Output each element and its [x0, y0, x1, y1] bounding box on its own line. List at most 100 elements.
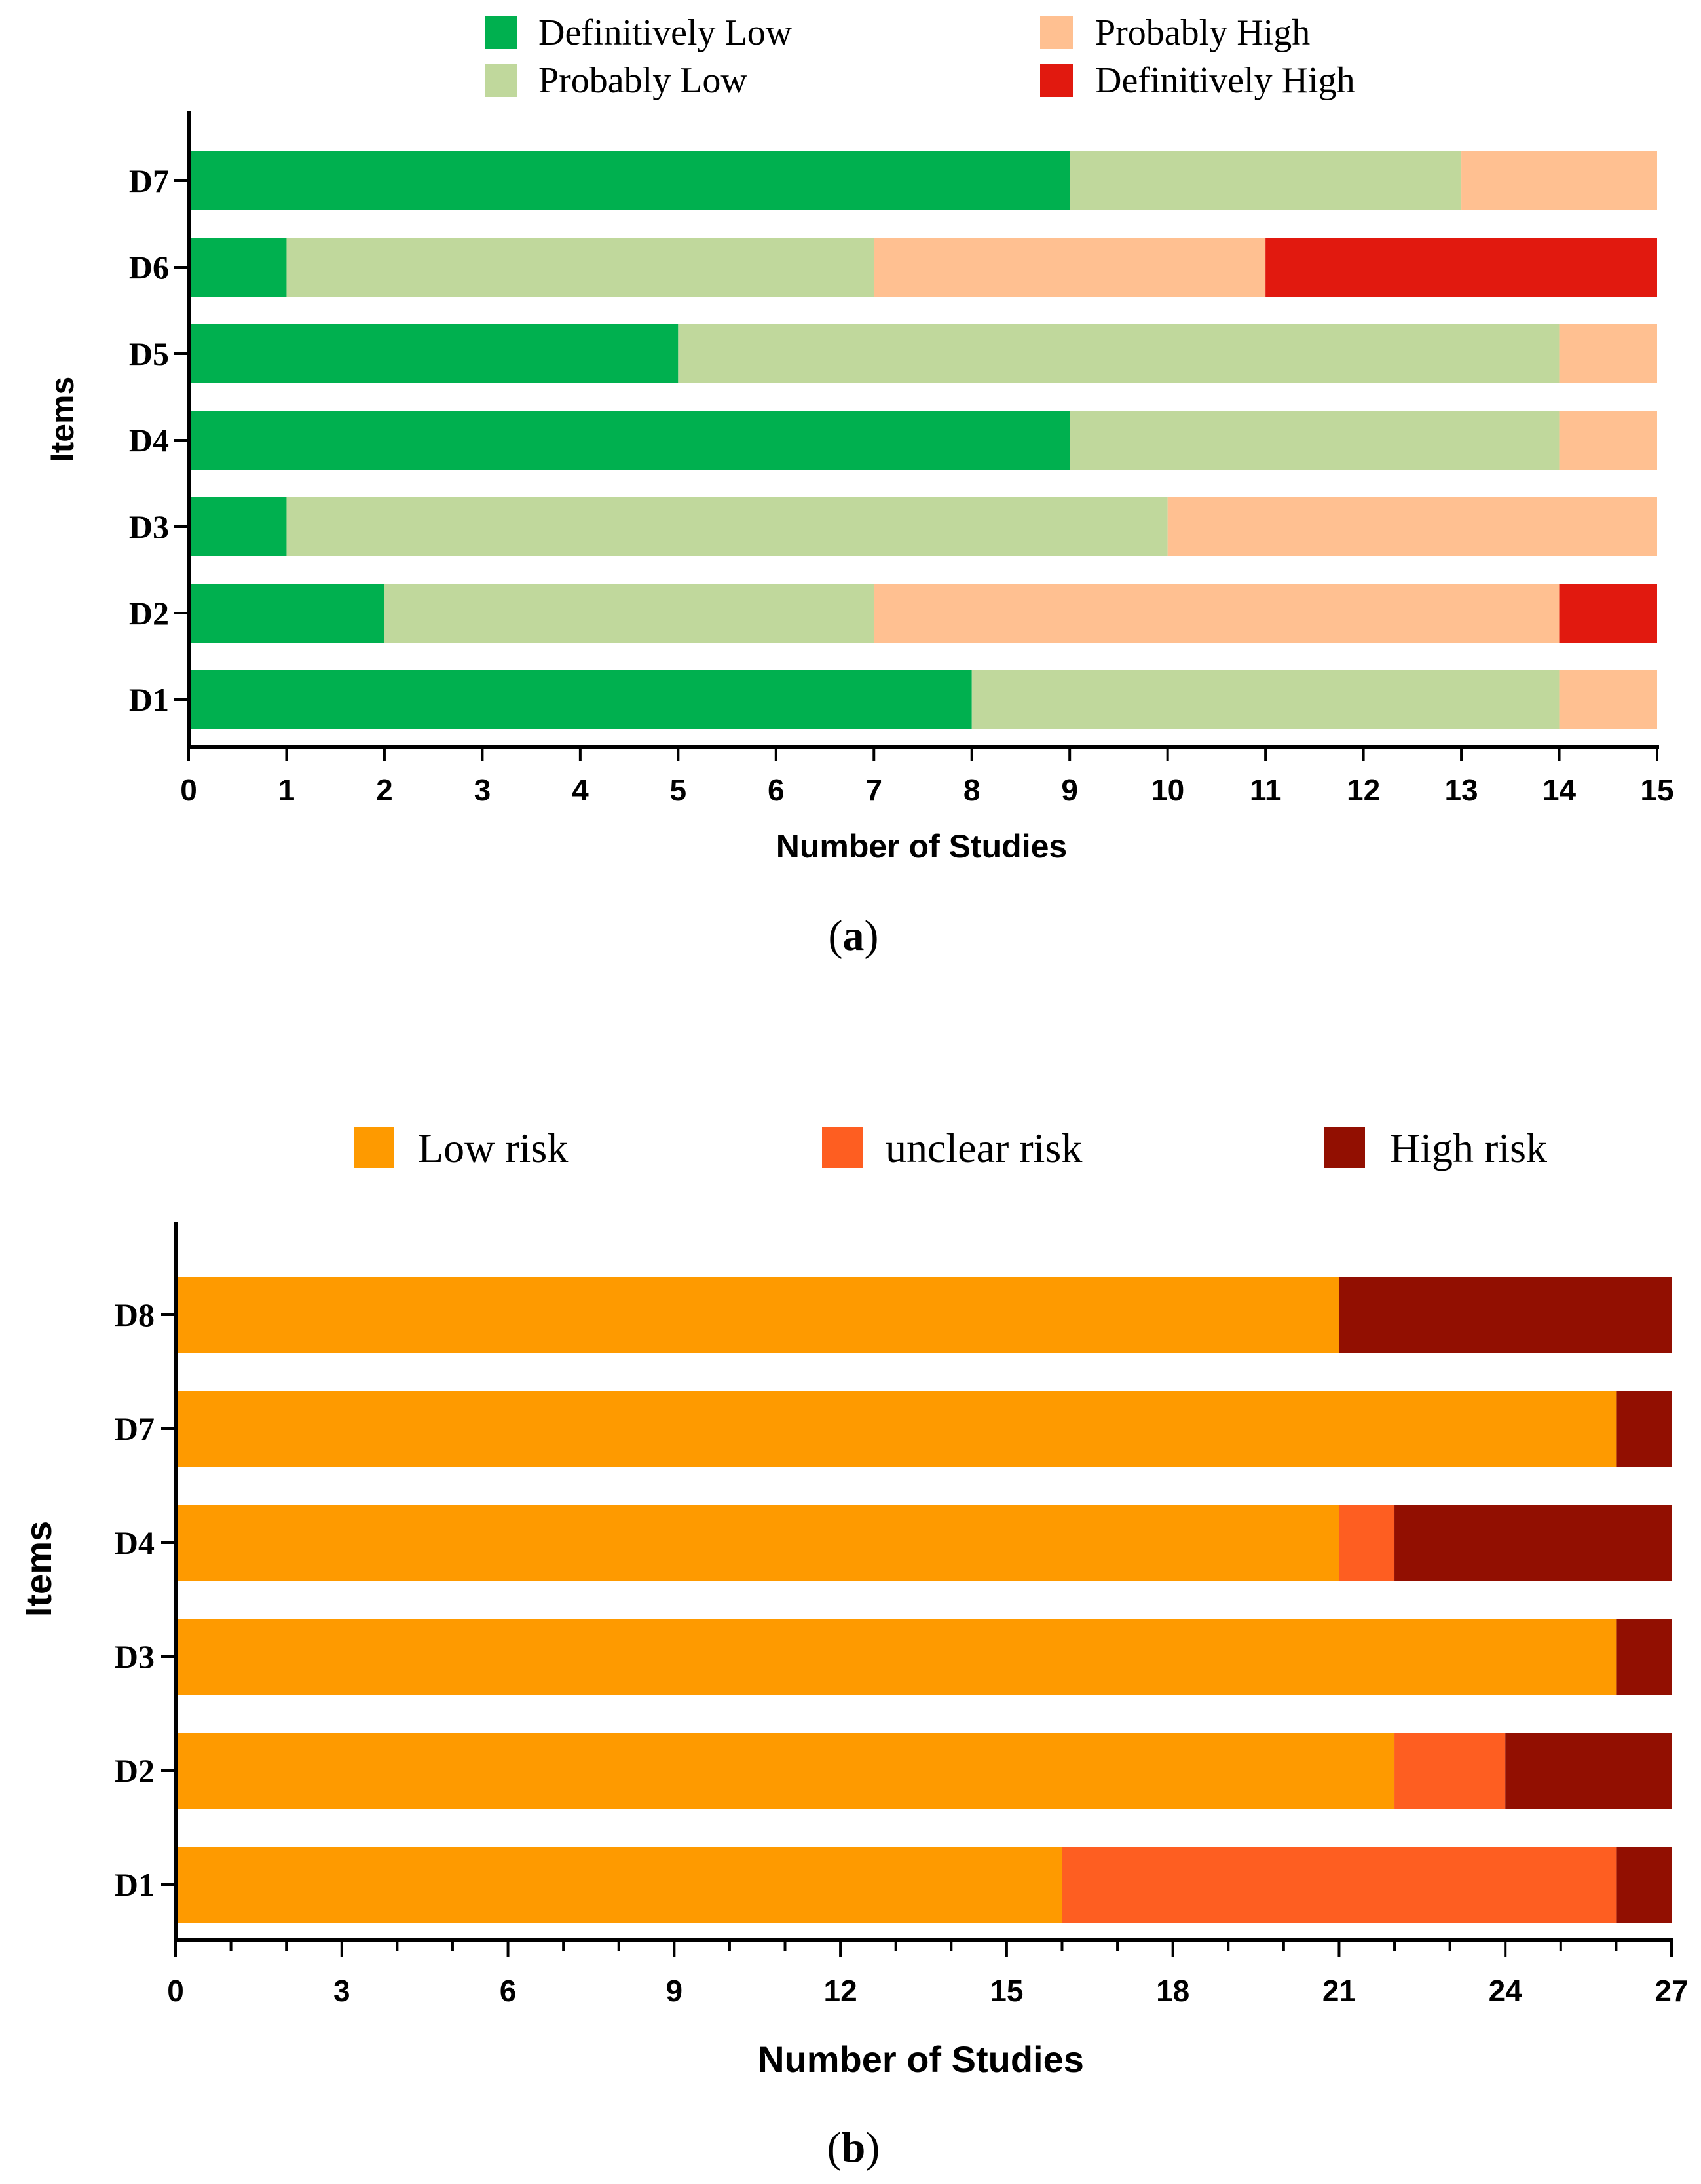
bar-a-d3-probably-low: [286, 497, 1168, 556]
y-axis-a: D7 D6 D5 D4 D3 D2 D1: [129, 111, 191, 749]
x-tick-label-a-0: 0: [180, 773, 197, 807]
x-tick-label-a-6: 6: [768, 773, 785, 807]
bar-a-d1-probably-low: [971, 670, 1560, 729]
bar-b-d4-low-risk: [176, 1505, 1339, 1581]
legend-b-label-high-risk: High risk: [1390, 1125, 1547, 1171]
caption-a-letter: a: [843, 912, 865, 960]
bar-a-d5-probably-low: [678, 324, 1560, 383]
bar-a-d5-probably-high: [1559, 324, 1657, 383]
x-tick-label-a-7: 7: [865, 773, 882, 807]
category-label-a-d6: D6: [129, 249, 169, 286]
category-label-a-d7: D7: [129, 162, 169, 199]
bar-a-d1-definitively-low: [189, 670, 972, 729]
bar-b-d2-low-risk: [176, 1733, 1395, 1809]
bar-a-d7-probably-low: [1070, 151, 1462, 210]
legend-b-label-unclear-risk: unclear risk: [886, 1125, 1082, 1171]
bar-a-d3-probably-high: [1167, 497, 1657, 556]
x-tick-label-a-1: 1: [278, 773, 295, 807]
bar-a-d6-definitively-low: [189, 238, 287, 297]
bar-b-d3-high-risk: [1616, 1619, 1672, 1695]
legend-b: Low risk unclear risk High risk: [354, 1125, 1547, 1171]
category-label-a-d2: D2: [129, 595, 169, 631]
legend-a: Definitively Low Probably Low Probably H…: [485, 12, 1355, 101]
legend-a-swatch-definitively-high: [1040, 64, 1073, 97]
x-tick-label-a-5: 5: [670, 773, 687, 807]
category-label-b-d7: D7: [115, 1410, 155, 1447]
bar-a-d1-probably-high: [1559, 670, 1657, 729]
y-axis-b: D8 D7 D4 D3 D2 D1: [115, 1222, 178, 1942]
bar-a-d6-probably-high: [874, 238, 1266, 297]
caption-b: (b): [827, 2124, 880, 2172]
x-tick-label-b-27: 27: [1654, 1974, 1688, 2008]
bar-b-d8-high-risk: [1339, 1277, 1672, 1353]
legend-a-label-probably-high: Probably High: [1095, 12, 1310, 53]
y-axis-title-b: Items: [18, 1521, 59, 1617]
x-tick-label-a-13: 13: [1444, 773, 1478, 807]
caption-a-open: (: [829, 912, 843, 960]
bar-a-d4-probably-low: [1070, 411, 1560, 470]
bar-b-d4-unclear-risk: [1339, 1505, 1395, 1581]
x-tick-label-a-12: 12: [1347, 773, 1380, 807]
legend-b-swatch-high-risk: [1324, 1127, 1365, 1168]
caption-a: (a): [829, 912, 879, 960]
bar-a-d6-probably-low: [286, 238, 874, 297]
category-label-a-d3: D3: [129, 508, 169, 545]
category-label-a-d1: D1: [129, 681, 169, 718]
legend-a-swatch-probably-high: [1040, 16, 1073, 49]
chart-a: Definitively Low Probably Low Probably H…: [44, 12, 1674, 960]
bars-b: [176, 1277, 1672, 1923]
legend-b-label-low-risk: Low risk: [418, 1125, 568, 1171]
bar-b-d4-high-risk: [1394, 1505, 1672, 1581]
x-tick-label-b-3: 3: [333, 1974, 350, 2008]
x-tick-label-b-18: 18: [1156, 1974, 1189, 2008]
x-tick-label-b-6: 6: [500, 1974, 517, 2008]
x-tick-label-a-4: 4: [572, 773, 589, 807]
legend-a-label-definitively-high: Definitively High: [1095, 60, 1355, 101]
caption-b-open: (: [827, 2124, 842, 2172]
bar-b-d2-high-risk: [1505, 1733, 1672, 1809]
category-label-a-d4: D4: [129, 422, 169, 459]
caption-b-letter: b: [842, 2124, 866, 2172]
bars-a: [189, 151, 1657, 729]
category-label-a-d5: D5: [129, 335, 169, 372]
x-tick-label-b-12: 12: [824, 1974, 857, 2008]
legend-a-swatch-probably-low: [485, 64, 517, 97]
legend-b-swatch-unclear-risk: [822, 1127, 863, 1168]
category-label-b-d8: D8: [115, 1296, 155, 1333]
x-tick-label-a-3: 3: [474, 773, 491, 807]
bar-b-d2-unclear-risk: [1394, 1733, 1506, 1809]
caption-b-close: ): [865, 2124, 880, 2172]
caption-a-close: ): [865, 912, 879, 960]
x-tick-label-a-10: 10: [1151, 773, 1184, 807]
legend-b-swatch-low-risk: [354, 1127, 394, 1168]
chart-b: Low risk unclear risk High risk D8 D7 D4 D3…: [18, 1125, 1689, 2172]
bar-a-d6-definitively-high: [1265, 238, 1657, 297]
x-tick-label-b-9: 9: [666, 1974, 683, 2008]
legend-a-label-definitively-low: Definitively Low: [538, 12, 793, 53]
x-axis-a: 0 1 2 3 4 5 6 7 8 9 10 11 12 13 14 15: [180, 745, 1674, 807]
category-label-b-d2: D2: [115, 1752, 155, 1789]
category-label-b-d1: D1: [115, 1866, 155, 1903]
bar-a-d4-definitively-low: [189, 411, 1070, 470]
legend-a-swatch-definitively-low: [485, 16, 517, 49]
x-tick-label-a-2: 2: [376, 773, 393, 807]
bar-a-d5-definitively-low: [189, 324, 679, 383]
x-tick-label-b-24: 24: [1489, 1974, 1523, 2008]
bar-a-d7-probably-high: [1461, 151, 1657, 210]
bar-b-d3-low-risk: [176, 1619, 1617, 1695]
bar-b-d7-low-risk: [176, 1391, 1617, 1467]
bar-b-d1-unclear-risk: [1062, 1847, 1617, 1923]
x-axis-title-a: Number of Studies: [776, 828, 1067, 865]
bar-a-d2-probably-high: [874, 584, 1560, 643]
x-tick-label-b-21: 21: [1322, 1974, 1356, 2008]
category-label-b-d4: D4: [115, 1524, 155, 1561]
bar-b-d7-high-risk: [1616, 1391, 1672, 1467]
x-tick-label-a-8: 8: [963, 773, 981, 807]
x-tick-label-b-0: 0: [167, 1974, 184, 2008]
bar-b-d1-low-risk: [176, 1847, 1062, 1923]
x-axis-b: 0 3 6 9 12 15 18 21 24 27: [167, 1938, 1689, 2008]
bar-a-d7-definitively-low: [189, 151, 1070, 210]
y-axis-title-a: Items: [44, 377, 81, 462]
bar-a-d2-definitively-high: [1559, 584, 1657, 643]
